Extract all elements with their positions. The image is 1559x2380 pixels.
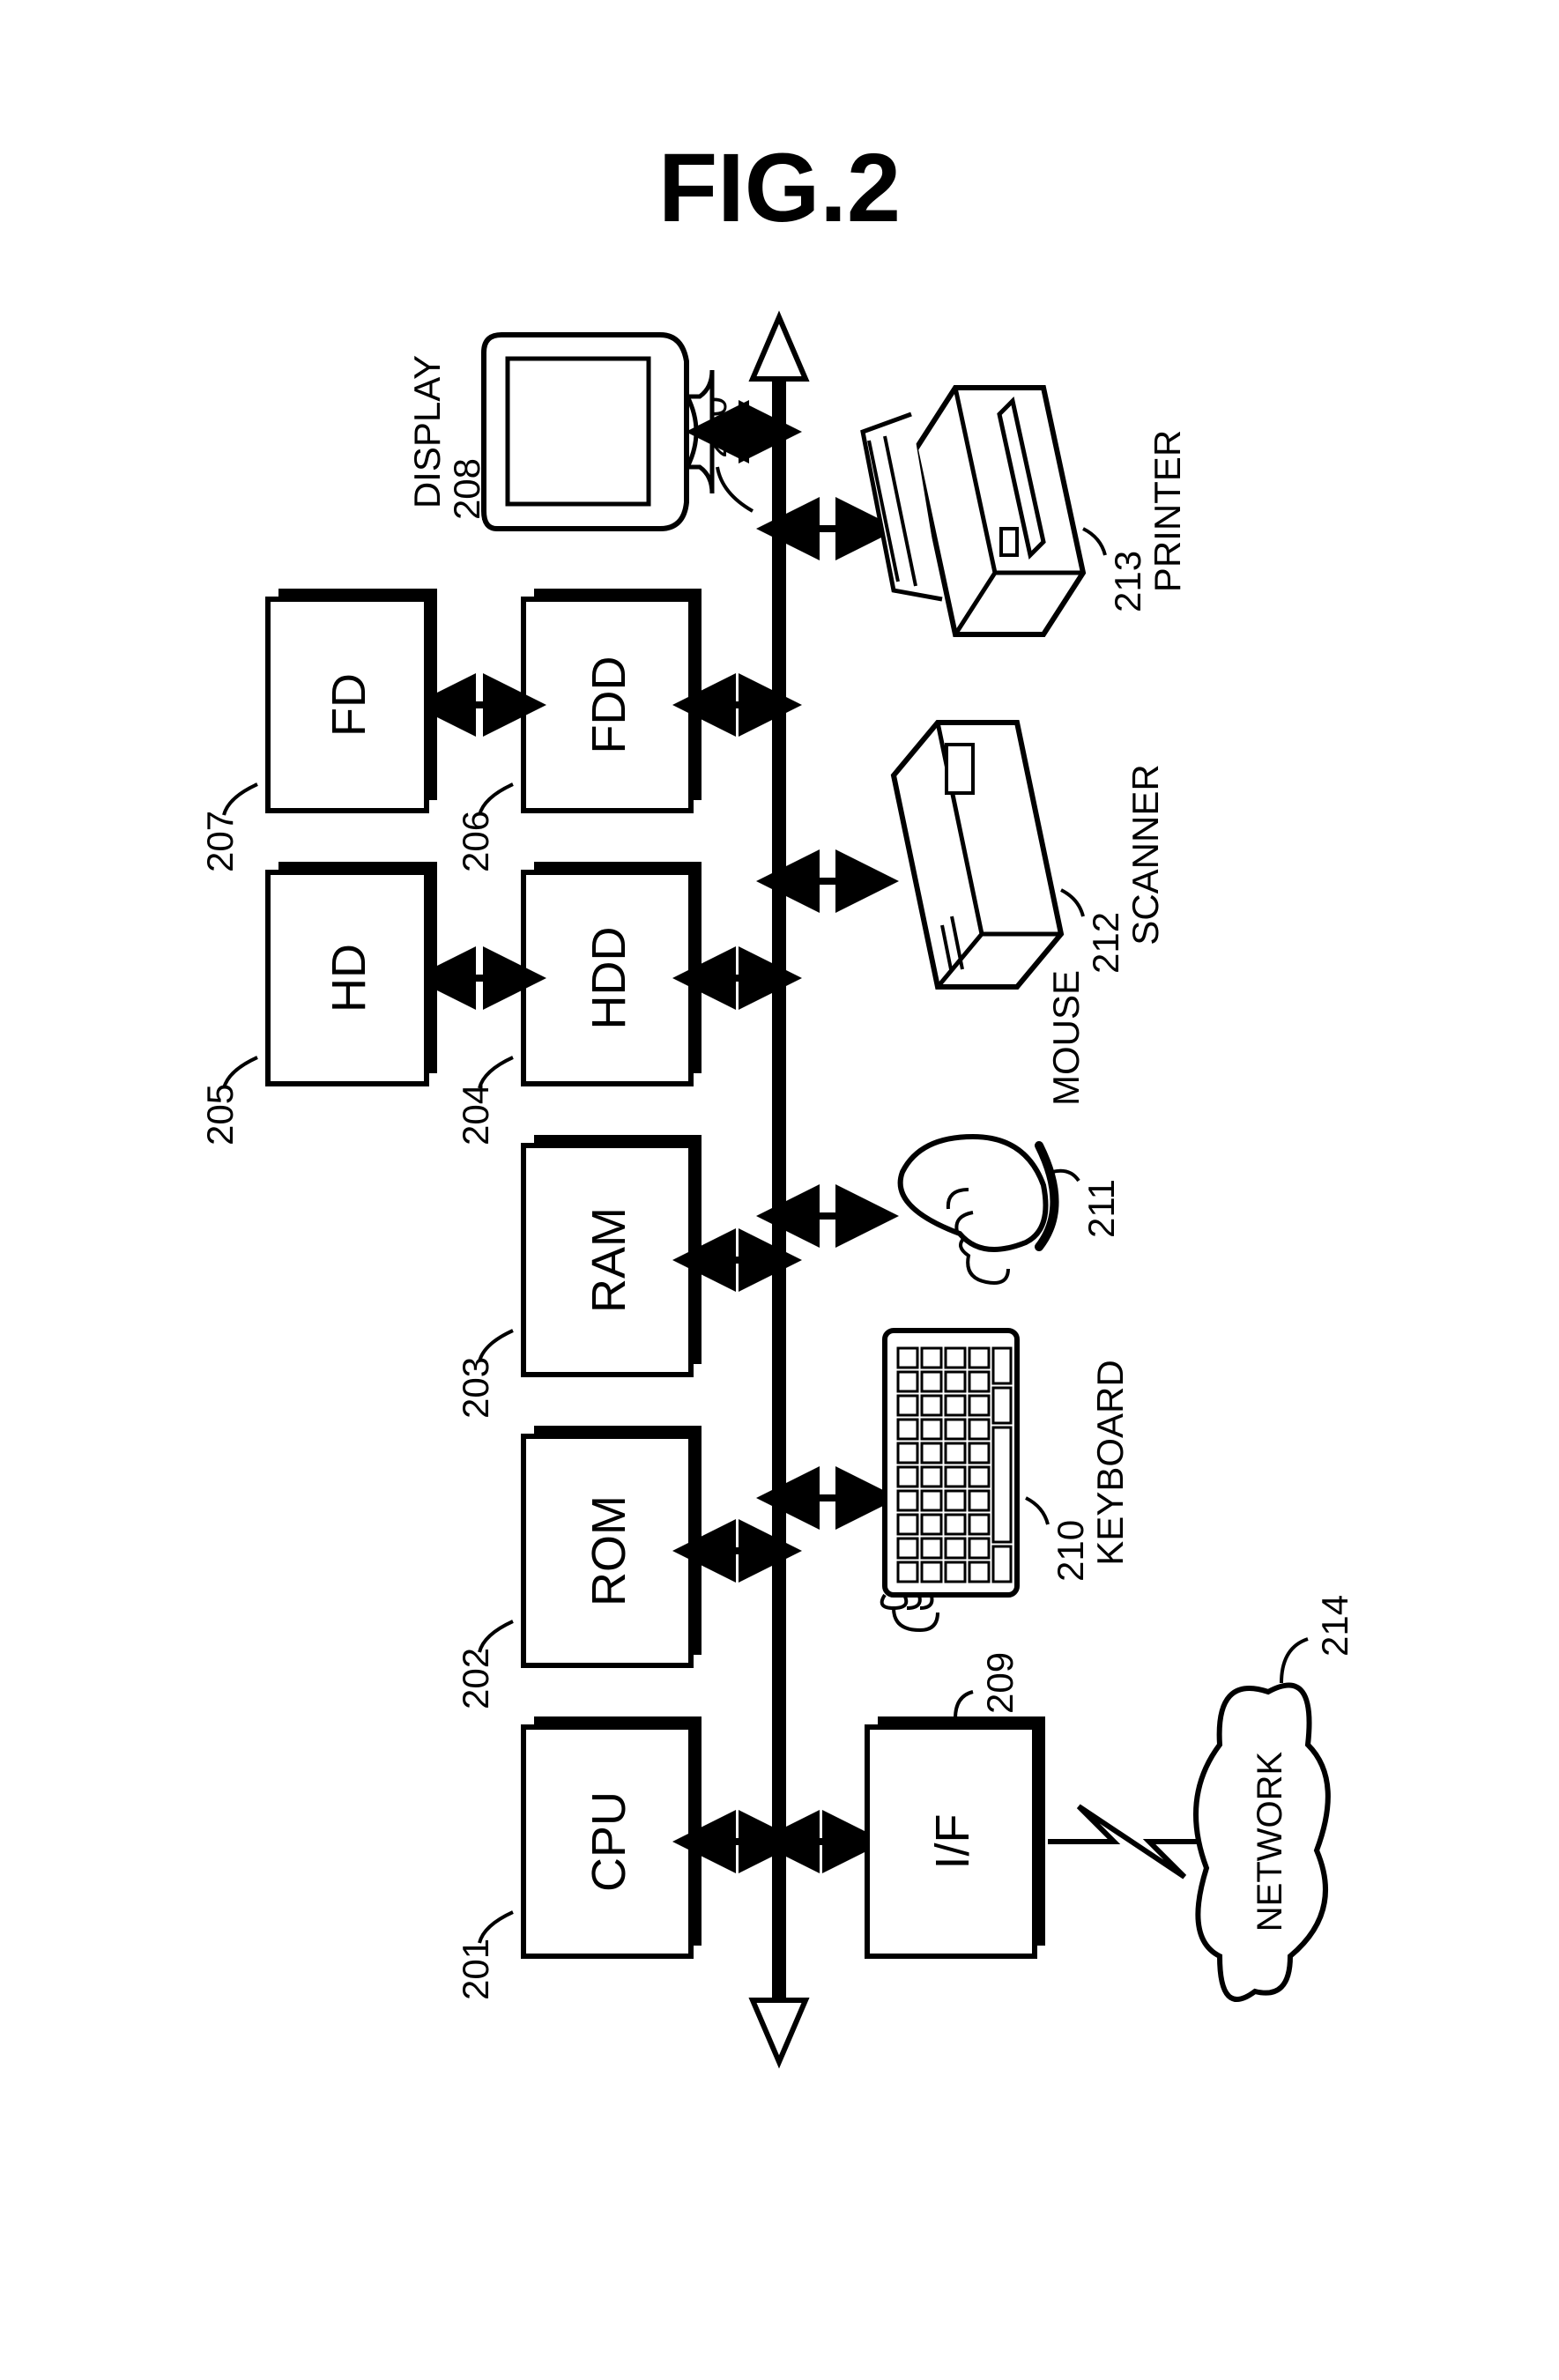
mouse-label: MOUSE <box>1045 970 1087 1106</box>
if-ref: 209 <box>979 1652 1021 1714</box>
fdd-block: FDD 206 <box>444 589 770 872</box>
rom-block: ROM 202 <box>455 1426 770 1709</box>
printer-label: PRINTER <box>1147 430 1188 592</box>
rom-label: ROM <box>583 1495 635 1606</box>
keyboard-ref: 210 <box>1050 1520 1091 1582</box>
fdd-ref: 206 <box>455 811 496 872</box>
figure-title: FIG.2 <box>658 132 901 244</box>
printer-icon: 213 PRINTER <box>788 388 1188 634</box>
mouse-ref: 211 <box>1080 1179 1122 1238</box>
hd-block: HD 205 <box>199 862 437 1146</box>
cpu-ref: 201 <box>455 1939 496 2000</box>
display-label: DISPLAY <box>406 355 448 508</box>
if-block: I/F 209 <box>788 1652 1220 1956</box>
block-diagram-svg: 200 CPU 201 ROM 202 RAM 203 HDD 204 <box>74 264 1484 2115</box>
fd-label: FD <box>323 673 375 737</box>
display-ref: 208 <box>446 458 487 520</box>
network-cloud: NETWORK 214 <box>1196 1595 1355 1999</box>
hdd-ref: 204 <box>455 1084 496 1146</box>
fd-ref: 207 <box>199 811 241 872</box>
scanner-label: SCANNER <box>1125 764 1166 945</box>
keyboard-icon: 210 KEYBOARD <box>788 1331 1131 1630</box>
if-label: I/F <box>926 1814 979 1870</box>
scanner-icon: 212 SCANNER <box>788 723 1166 987</box>
network-ref: 214 <box>1314 1595 1355 1657</box>
printer-ref: 213 <box>1107 551 1148 612</box>
diagram-container: 200 CPU 201 ROM 202 RAM 203 HDD 204 <box>74 264 1484 2115</box>
mouse-icon: 211 MOUSE <box>788 970 1122 1283</box>
cpu-block: CPU 201 <box>455 1716 770 2000</box>
ram-block: RAM 203 <box>455 1135 770 1419</box>
hdd-label: HDD <box>583 927 635 1030</box>
network-label: NETWORK <box>1251 1751 1289 1931</box>
ram-ref: 203 <box>455 1357 496 1419</box>
rom-ref: 202 <box>455 1648 496 1709</box>
fdd-label: FDD <box>583 656 635 754</box>
hd-label: HD <box>323 944 375 1012</box>
scanner-ref: 212 <box>1085 912 1126 974</box>
fd-block: FD 207 <box>199 589 437 872</box>
bus: 200 <box>693 317 805 2062</box>
keyboard-label: KEYBOARD <box>1089 1360 1131 1565</box>
ram-label: RAM <box>583 1207 635 1313</box>
cpu-label: CPU <box>583 1791 635 1892</box>
hdd-block: HDD 204 <box>444 862 770 1146</box>
hd-ref: 205 <box>199 1084 241 1146</box>
